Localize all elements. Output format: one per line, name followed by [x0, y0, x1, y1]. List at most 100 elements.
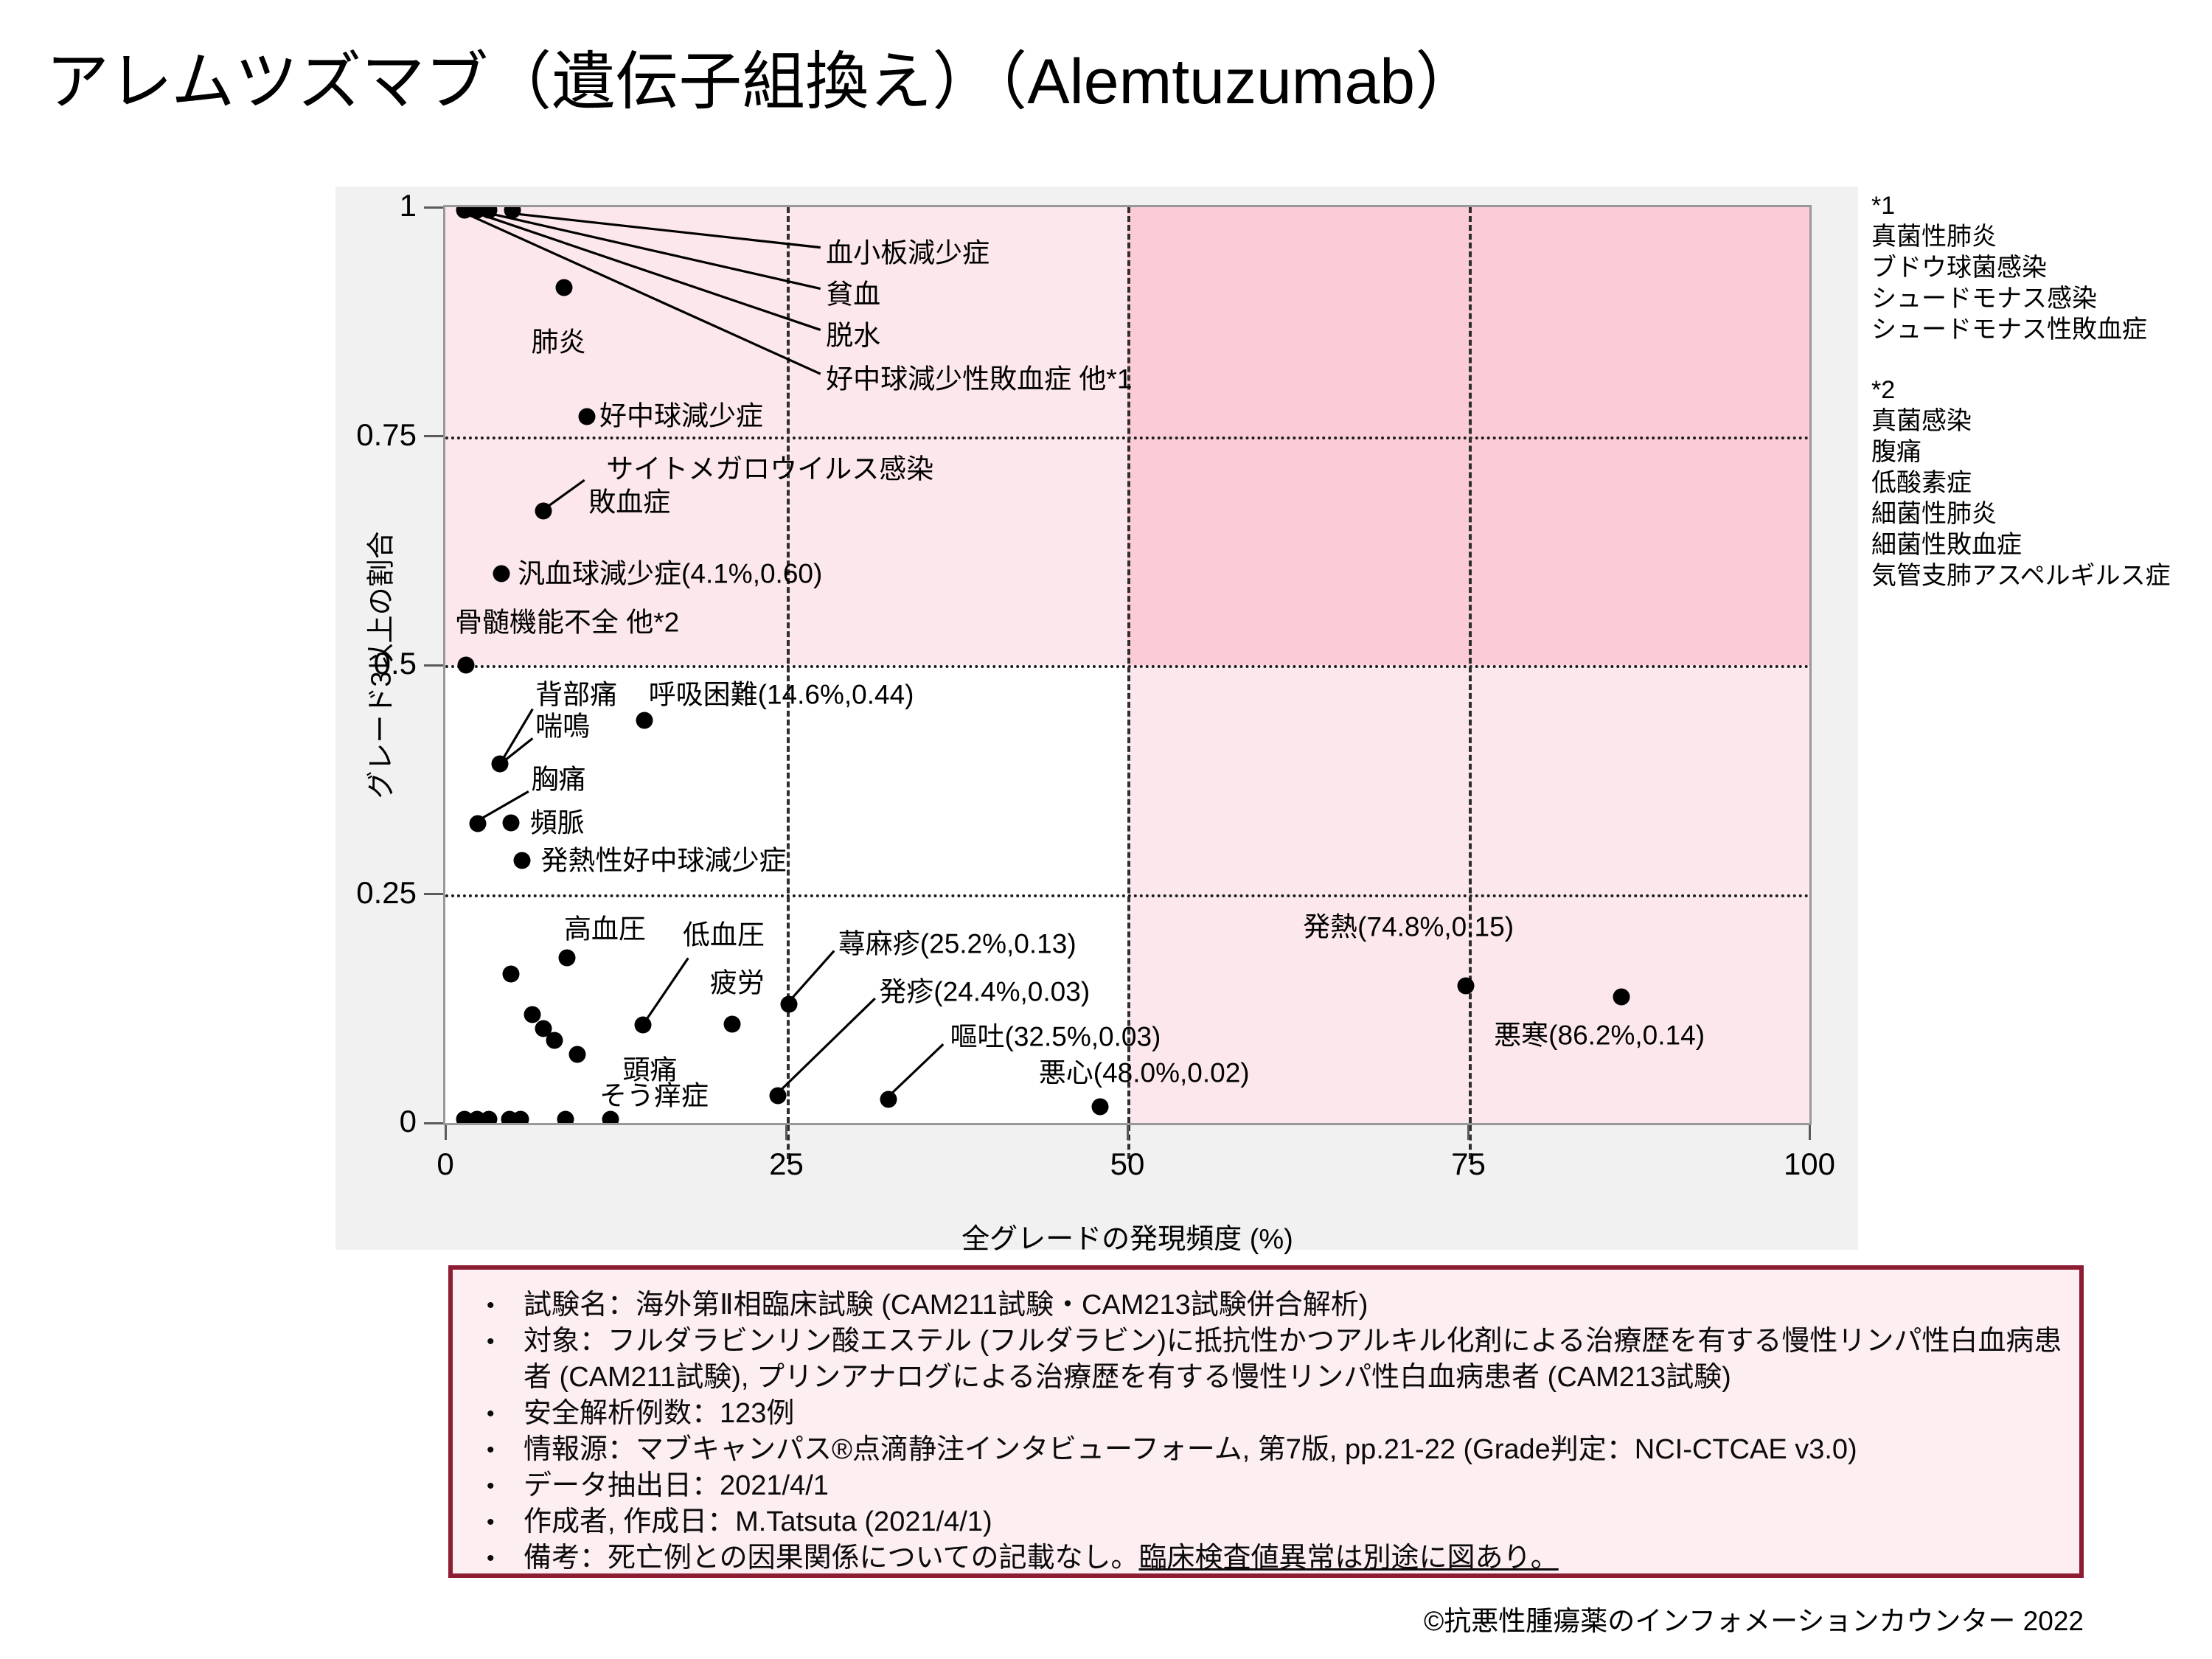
note1-list-item-1: ブドウ球菌感染	[1871, 254, 2047, 282]
point-label-0: 血小板減少症	[826, 237, 990, 268]
data-point-24	[880, 1091, 897, 1108]
point-label-5: 好中球減少症	[599, 400, 764, 431]
data-point-8	[457, 656, 475, 674]
point-label-4: 肺炎	[531, 326, 586, 357]
point-label-10: 背部痛	[535, 679, 618, 710]
point-label-3: 好中球減少性敗血症 他*1	[826, 364, 1133, 394]
data-point-2	[480, 207, 498, 219]
leader-line-0	[513, 212, 821, 249]
note2-list-item-2: 低酸素症	[1871, 469, 1972, 497]
info-bullet-text-4: データ抽出日：2021/4/1	[524, 1470, 829, 1501]
bullet-icon: •	[487, 1510, 495, 1534]
bullet-icon: •	[487, 1329, 495, 1354]
point-label-20: 発疹(24.4%,0.03)	[879, 976, 1091, 1007]
data-point-32	[512, 1110, 529, 1123]
v-gridline-ext-75	[1468, 1125, 1472, 1159]
point-label-7: 敗血症	[588, 487, 671, 518]
data-point-15	[502, 965, 520, 983]
note1-title: *1	[1871, 192, 1896, 220]
data-point-26	[1457, 977, 1475, 995]
note2-list-item-3: 細菌性肺炎	[1871, 500, 1997, 528]
data-point-18	[546, 1032, 563, 1049]
point-label-6: サイトメガロウイルス感染	[606, 453, 934, 484]
info-bullet-4: • データ抽出日：2021/4/1	[478, 1468, 2069, 1504]
data-point-16	[524, 1006, 541, 1023]
leader-line-6	[501, 737, 534, 763]
point-label-1: 貧血	[826, 279, 881, 310]
point-label-23: 発熱(74.8%,0.15)	[1303, 911, 1514, 942]
point-label-22: 悪心(48.0%,0.02)	[1038, 1057, 1250, 1088]
leader-line-5	[501, 708, 534, 760]
info-bullet-text-0: 試験名：海外第Ⅱ相臨床試験 (CAM211試験・CAM213試験併合解析)	[524, 1290, 1368, 1321]
note2-list-item-0: 真菌感染	[1871, 407, 1972, 435]
note1-list-item-2: シュードモナス感染	[1871, 285, 2097, 313]
x-axis-title: 全グレードの発現頻度 (%)	[961, 1224, 1293, 1255]
data-point-30	[480, 1110, 498, 1123]
info-bullet-3: • 情報源：マブキャンパス®点滴静注インタビューフォーム, 第7版, pp.21-…	[478, 1432, 2069, 1468]
data-point-12	[513, 852, 531, 869]
plot-area: 血小板減少症 貧血脱水好中球減少性敗血症 他*1 肺炎好中球減少症サイトメガロウイル…	[443, 205, 1812, 1125]
point-label-8: 汎血球減少症(4.1%,0.60)	[518, 558, 823, 589]
point-label-9: 骨髄機能不全 他*2	[454, 606, 680, 637]
x-tick-75	[1467, 1125, 1470, 1140]
y-tick-label-1: 1	[399, 188, 417, 223]
point-label-25: 頭痛	[622, 1054, 678, 1085]
x-tick-25	[785, 1125, 787, 1140]
bullet-icon: •	[487, 1293, 495, 1318]
data-point-25	[1091, 1098, 1109, 1116]
v-gridline-50	[1127, 207, 1130, 1123]
data-point-9	[491, 755, 509, 773]
point-label-24: 悪寒(86.2%,0.14)	[1494, 1020, 1705, 1051]
y-tick-0	[424, 1121, 443, 1124]
info-bullet-5: • 作成者, 作成日：M.Tatsuta (2021/4/1)	[478, 1504, 2069, 1540]
x-tick-100	[1808, 1125, 1811, 1140]
data-point-13	[636, 712, 653, 729]
point-label-11: 喘鳴	[535, 711, 591, 742]
v-gridline-ext-25	[786, 1125, 790, 1159]
point-label-26: そう痒症	[599, 1080, 709, 1111]
x-tick-label-100: 100	[1783, 1147, 1836, 1181]
point-label-2: 脱水	[826, 320, 881, 351]
point-label-14: 頻脈	[529, 807, 585, 838]
data-point-19	[568, 1046, 586, 1063]
copyright-footer: ©抗悪性腫瘍薬のインフォメーションカウンター 2022	[1423, 1606, 2084, 1636]
info-bullet-text-2: 安全解析例数：123例	[524, 1398, 795, 1429]
y-tick-0.75	[424, 435, 443, 437]
data-point-3	[504, 207, 521, 219]
note1-list: 真菌性肺炎 ブドウ球菌感染 シュードモナス感染 シュードモナス性敗血症	[1871, 221, 2171, 345]
x-tick-label-0: 0	[437, 1147, 454, 1181]
point-label-19: 蕁麻疹(25.2%,0.13)	[838, 928, 1077, 959]
side-notes: *1 真菌性肺炎 ブドウ球菌感染 シュードモナス感染 シュードモナス性敗血症 *2 真…	[1871, 190, 2171, 621]
data-point-6	[535, 502, 552, 520]
data-point-22	[780, 995, 798, 1013]
info-bullet-underline-6: 臨床検査値異常は別途に図あり。	[1138, 1543, 1559, 1573]
v-gridline-75	[1468, 207, 1472, 1123]
leader-line-10	[779, 997, 876, 1091]
bullet-icon: •	[487, 1474, 495, 1498]
leader-line-8	[644, 957, 689, 1021]
bullet-icon: •	[487, 1546, 495, 1571]
y-tick-label-0.5: 0.5	[373, 646, 417, 681]
y-tick-label-0: 0	[399, 1104, 417, 1138]
info-bullet-2: • 安全解析例数：123例	[478, 1396, 2069, 1432]
point-label-21: 嘔吐(32.5%,0.03)	[950, 1021, 1161, 1052]
bullet-icon: •	[487, 1402, 495, 1426]
point-label-18: 疲労	[709, 967, 765, 998]
leader-line-9	[790, 950, 835, 1000]
x-tick-label-25: 25	[769, 1147, 804, 1181]
info-bullet-text-1: 対象：フルダラビンリン酸エステル (フルダラビン)に抵抗性かつアルキル化剤による…	[524, 1326, 2062, 1393]
note2-list-item-4: 細菌性敗血症	[1871, 531, 2022, 559]
leader-line-7	[480, 790, 529, 821]
x-tick-label-50: 50	[1110, 1147, 1145, 1181]
info-bullet-0: • 試験名：海外第Ⅱ相臨床試験 (CAM211試験・CAM213試験併合解析)	[478, 1287, 2069, 1324]
info-bullet-text-6: 備考：死亡例との因果関係についての記載なし。	[524, 1543, 1139, 1573]
info-bullet-text-3: 情報源：マブキャンパス®点滴静注インタビューフォーム, 第7版, pp.21-2…	[524, 1434, 1857, 1465]
y-tick-label-0.75: 0.75	[356, 417, 417, 452]
data-point-4	[555, 279, 573, 296]
data-point-10	[469, 815, 487, 832]
note2-title: *2	[1871, 376, 1896, 404]
note1-list-item-3: シュードモナス性敗血症	[1871, 316, 2147, 344]
info-bullet-1: • 対象：フルダラビンリン酸エステル (フルダラビン)に抵抗性かつアルキル化剤によ…	[478, 1324, 2069, 1396]
page-title: アレムツズマブ（遺伝子組換え）（Alemtuzumab）	[46, 46, 1479, 117]
